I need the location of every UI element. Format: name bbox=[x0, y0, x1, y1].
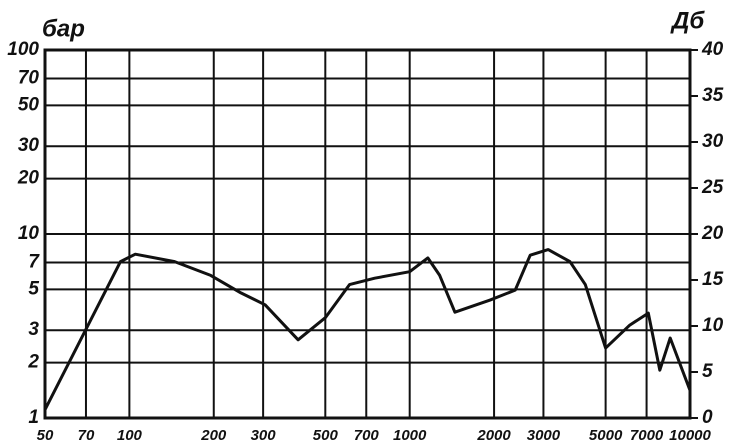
y2-tick-label: 40 bbox=[701, 39, 724, 60]
y-tick-label: 50 bbox=[18, 94, 40, 115]
y2-tick-label: 25 bbox=[701, 177, 724, 198]
y2-tick-label: 15 bbox=[702, 269, 724, 290]
x-tick-label: 300 bbox=[251, 427, 277, 444]
y-tick-label: 7 bbox=[28, 252, 40, 273]
x-tick-label: 1000 bbox=[393, 427, 427, 444]
y2-tick-label: 0 bbox=[702, 407, 713, 428]
x-tick-label: 2000 bbox=[476, 427, 511, 444]
x-tick-label: 100 bbox=[117, 427, 143, 444]
x-tick-label: 10000 bbox=[669, 427, 711, 444]
y-tick-label: 70 bbox=[18, 68, 40, 89]
y-tick-label: 100 bbox=[7, 39, 39, 60]
x-tick-label: 50 bbox=[37, 427, 54, 444]
x-tick-label: 700 bbox=[354, 427, 380, 444]
y-tick-label: 5 bbox=[28, 278, 39, 299]
y2-tick-label: 5 bbox=[702, 361, 713, 382]
y-tick-label: 3 bbox=[28, 319, 39, 340]
x-tick-label: 500 bbox=[313, 427, 339, 444]
x-tick-label: 70 bbox=[78, 427, 95, 444]
x-tick-label: 7000 bbox=[630, 427, 664, 444]
x-tick-label: 3000 bbox=[527, 427, 561, 444]
y2-tick-label: 20 bbox=[701, 223, 724, 244]
y2-tick-label: 10 bbox=[702, 315, 724, 336]
y2-tick-label: 35 bbox=[702, 85, 724, 106]
y-tick-label: 30 bbox=[18, 135, 40, 156]
y-tick-label: 2 bbox=[27, 352, 39, 373]
x-tick-label: 5000 bbox=[589, 427, 623, 444]
y2-axis-label: Дб bbox=[670, 7, 705, 34]
y-axis-label: бар bbox=[42, 15, 85, 42]
y-tick-label: 20 bbox=[17, 168, 40, 189]
data-line bbox=[43, 248, 692, 411]
y2-tick-label: 30 bbox=[702, 131, 724, 152]
x-tick-label: 200 bbox=[200, 427, 227, 444]
y-tick-label: 1 bbox=[28, 407, 39, 428]
y-tick-label: 10 bbox=[18, 223, 40, 244]
